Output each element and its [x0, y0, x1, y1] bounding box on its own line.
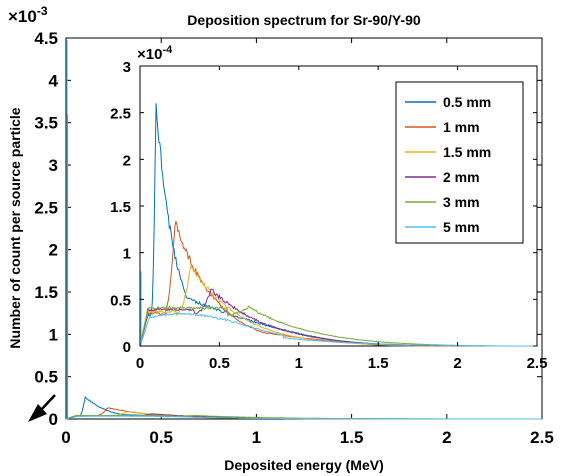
y-axis-label: Number of count per source particle — [7, 107, 23, 348]
main-x-tick-label: 2.5 — [530, 428, 554, 447]
main-y-tick-label: 0 — [49, 410, 58, 429]
main-series-line — [65, 415, 542, 420]
inset-y-tick-labels: 0 0.5 1 1.5 2 2.5 3 — [110, 59, 131, 356]
legend-entry-label: 5 mm — [443, 219, 480, 235]
inset-y-tick-label: 1.5 — [110, 199, 131, 216]
main-x-tick-label: 0.5 — [149, 428, 173, 447]
inset-y-tick-label: 0 — [123, 339, 131, 356]
main-y-tick-label: 2 — [49, 241, 58, 260]
main-x-tick-label: 0 — [61, 428, 70, 447]
legend-box — [395, 81, 524, 244]
legend-entry-label: 1 mm — [443, 119, 480, 135]
main-y-tick-label: 3 — [49, 156, 58, 175]
main-y-tick-label: 0.5 — [34, 368, 58, 387]
inset-series-group — [139, 103, 537, 347]
main-y-tick-label: 3.5 — [34, 114, 58, 133]
inset-x-tick-label: 2.5 — [527, 355, 548, 372]
inset-x-tick-label: 1 — [295, 355, 303, 372]
inset-x-tick-label: 1.5 — [368, 355, 389, 372]
main-series-group — [65, 40, 542, 420]
inset-axis-ticks — [139, 65, 538, 347]
main-y-tick-label: 2.5 — [34, 198, 58, 217]
inset-y-tick-label: 2.5 — [110, 106, 131, 123]
inset-y-tick-label: 3 — [123, 59, 131, 76]
inset-y-tick-label: 2 — [123, 152, 131, 169]
inset-y-tick-label: 0.5 — [110, 292, 131, 309]
annotation-arrow — [28, 394, 56, 422]
legend-entry-label: 0.5 mm — [443, 94, 491, 110]
legend: 0.5 mm 1 mm 1.5 mm 2 mm 3 mm 5 mm — [395, 81, 524, 244]
main-y-tick-label: 1.5 — [34, 283, 58, 302]
legend-entry-label: 1.5 mm — [443, 144, 491, 160]
main-series-line — [65, 407, 542, 420]
chart-title: Deposition spectrum for Sr-90/Y-90 — [187, 12, 421, 28]
main-x-tick-label: 1.5 — [340, 428, 364, 447]
main-x-tick-labels: 0 0.5 1 1.5 2 2.5 — [61, 428, 554, 447]
inset-x-tick-labels: 0 0.5 1 1.5 2 2.5 — [136, 355, 548, 372]
main-exponent: ×10-3 — [8, 4, 48, 26]
main-y-tick-label: 1 — [49, 325, 58, 344]
inset-x-tick-label: 0.5 — [209, 355, 230, 372]
inset-y-tick-label: 1 — [123, 246, 131, 263]
main-y-tick-labels: 0 0.5 1 1.5 2 2.5 3 3.5 4 4.5 — [34, 29, 58, 429]
legend-entry-label: 3 mm — [443, 194, 480, 210]
main-y-tick-label: 4 — [49, 71, 59, 90]
inset-exponent: ×10-4 — [137, 44, 173, 63]
x-axis-label: Deposited energy (MeV) — [224, 457, 383, 473]
inset-x-tick-label: 0 — [136, 355, 144, 372]
inset-series-line — [139, 312, 537, 347]
main-x-tick-label: 1 — [252, 428, 261, 447]
main-y-tick-label: 4.5 — [34, 29, 58, 48]
legend-entry-label: 2 mm — [443, 169, 480, 185]
main-x-tick-label: 2 — [442, 428, 451, 447]
inset-x-tick-label: 2 — [453, 355, 461, 372]
